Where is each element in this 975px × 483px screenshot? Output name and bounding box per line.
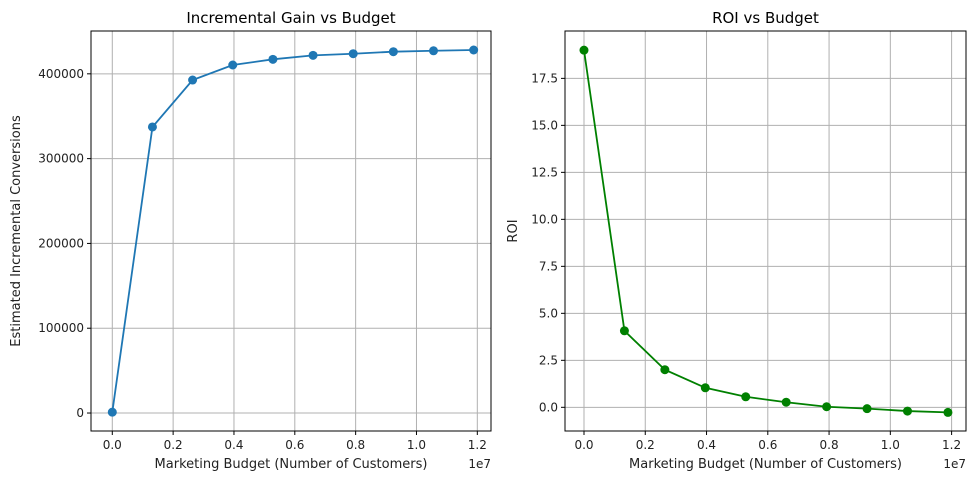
x-axis-label: Marketing Budget (Number of Customers) xyxy=(155,457,428,472)
chart-title: Incremental Gain vs Budget xyxy=(186,9,395,27)
x-tick-label: 0.8 xyxy=(820,438,839,452)
data-point xyxy=(429,46,439,56)
x-tick-label: 0.2 xyxy=(164,438,183,452)
y-tick-label: 12.5 xyxy=(531,165,558,179)
data-point xyxy=(902,406,912,416)
data-point xyxy=(388,47,398,57)
series-line xyxy=(583,50,948,414)
x-tick-label: 0.2 xyxy=(636,438,655,452)
data-point xyxy=(147,122,157,132)
data-point xyxy=(862,404,872,414)
y-tick-label: 100000 xyxy=(38,321,84,335)
data-point xyxy=(188,75,198,85)
data-point xyxy=(107,407,117,417)
y-tick-label: 5.0 xyxy=(539,306,558,320)
series-line xyxy=(111,49,474,413)
chart-0: 0.0 0.2 0.4 0.6 0.8 1.0 1.2 0 100000 200000 300000… xyxy=(9,9,492,472)
data-point xyxy=(660,365,670,375)
data-point xyxy=(619,326,629,336)
x-tick-label: 0.6 xyxy=(285,438,304,452)
y-tick-label: 0 xyxy=(76,406,84,420)
data-point xyxy=(228,60,238,70)
y-tick-label: 17.5 xyxy=(531,71,558,85)
data-point xyxy=(348,49,358,59)
data-point xyxy=(822,402,832,412)
data-point xyxy=(741,392,751,402)
data-point xyxy=(469,45,479,55)
x-tick-label: 0.4 xyxy=(224,438,243,452)
y-tick-label: 10.0 xyxy=(531,212,558,226)
x-offset-label: 1e7 xyxy=(943,457,966,471)
x-tick-label: 1.2 xyxy=(942,438,961,452)
x-tick-label: 1.0 xyxy=(407,438,426,452)
y-axis-label: ROI xyxy=(506,219,521,242)
x-tick-label: 0.4 xyxy=(697,438,716,452)
data-point xyxy=(579,45,589,55)
x-tick-label: 0.0 xyxy=(574,438,593,452)
data-point xyxy=(943,407,953,417)
data-point xyxy=(268,54,278,64)
x-tick-label: 0.8 xyxy=(346,438,365,452)
x-tick-label: 1.2 xyxy=(468,438,487,452)
data-point xyxy=(781,397,791,407)
y-tick-label: 0.0 xyxy=(539,400,558,414)
axes-frame xyxy=(90,30,492,432)
x-offset-label: 1e7 xyxy=(468,457,491,471)
data-point xyxy=(700,383,710,393)
chart-title: ROI vs Budget xyxy=(712,9,819,27)
y-tick-label: 7.5 xyxy=(539,259,558,273)
axes-frame xyxy=(564,30,967,432)
x-tick-label: 1.0 xyxy=(881,438,900,452)
data-point xyxy=(308,50,318,60)
y-axis-label: Estimated Incremental Conversions xyxy=(9,115,24,347)
y-tick-label: 300000 xyxy=(38,152,84,166)
x-tick-label: 0.6 xyxy=(758,438,777,452)
x-axis-label: Marketing Budget (Number of Customers) xyxy=(629,457,902,472)
chart-1: 0.0 0.2 0.4 0.6 0.8 1.0 1.2 0.0 2.5 5.0 7.5 10.0 12.… xyxy=(506,9,967,472)
y-tick-label: 400000 xyxy=(38,67,84,81)
y-tick-label: 2.5 xyxy=(539,353,558,367)
y-tick-label: 200000 xyxy=(38,236,84,250)
x-tick-label: 0.0 xyxy=(103,438,122,452)
y-tick-label: 15.0 xyxy=(531,118,558,132)
